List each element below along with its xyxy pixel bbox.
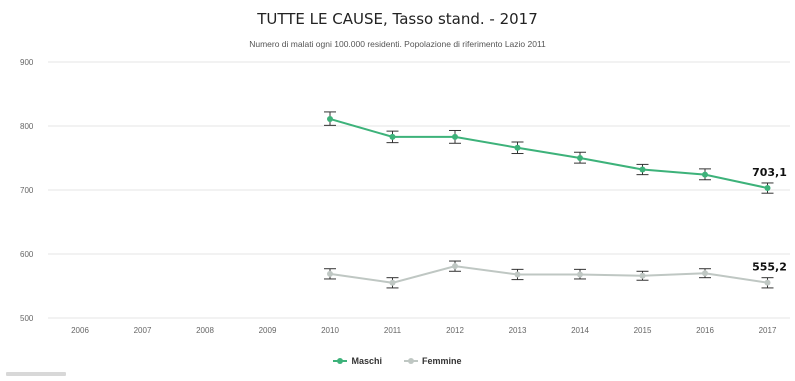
y-tick-label: 700 <box>20 186 34 195</box>
end-value-label: 703,1 <box>752 166 787 179</box>
data-point <box>327 115 333 122</box>
data-point <box>764 185 771 192</box>
x-tick-label: 2011 <box>384 326 402 335</box>
end-value-label: 555,2 <box>752 261 787 274</box>
legend-item-maschi[interactable]: Maschi <box>333 356 382 366</box>
y-tick-label: 500 <box>20 314 34 323</box>
y-tick-label: 900 <box>20 58 34 67</box>
data-point <box>389 279 396 286</box>
x-tick-label: 2015 <box>634 326 652 335</box>
y-tick-label: 800 <box>20 122 34 131</box>
data-point <box>702 270 708 277</box>
series-line-femmine <box>329 265 768 284</box>
data-point <box>577 155 583 161</box>
data-point <box>702 171 708 178</box>
data-point <box>577 271 583 278</box>
x-tick-label: 2012 <box>446 326 464 335</box>
legend-label-femmine: Femmine <box>422 356 462 366</box>
x-tick-label: 2009 <box>259 326 277 335</box>
legend-swatch-maschi <box>333 358 348 364</box>
data-point <box>389 133 396 140</box>
chart-subtitle: Numero di malati ogni 100.000 residenti.… <box>249 39 546 49</box>
series-line-maschi <box>329 117 768 189</box>
data-point <box>639 166 646 173</box>
legend-swatch-femmine <box>404 358 418 364</box>
data-point <box>764 279 771 286</box>
data-point <box>514 144 521 151</box>
chart-title: TUTTE LE CAUSE, Tasso stand. - 2017 <box>257 10 538 28</box>
data-point <box>452 263 458 270</box>
legend: Maschi Femmine <box>0 356 795 366</box>
y-tick-label: 600 <box>20 250 34 259</box>
legend-label-maschi: Maschi <box>351 356 382 366</box>
credit-mark <box>6 372 66 376</box>
data-point <box>327 270 333 277</box>
x-tick-label: 2016 <box>696 326 714 335</box>
data-point <box>452 133 458 140</box>
data-point <box>639 272 646 279</box>
x-tick-label: 2017 <box>759 326 777 335</box>
x-tick-label: 2008 <box>196 326 214 335</box>
x-tick-label: 2006 <box>71 326 89 335</box>
x-tick-label: 2013 <box>509 326 527 335</box>
x-tick-label: 2007 <box>134 326 152 335</box>
x-tick-label: 2014 <box>571 326 589 335</box>
x-tick-label: 2010 <box>321 326 339 335</box>
legend-item-femmine[interactable]: Femmine <box>404 356 462 366</box>
data-point <box>514 271 521 278</box>
